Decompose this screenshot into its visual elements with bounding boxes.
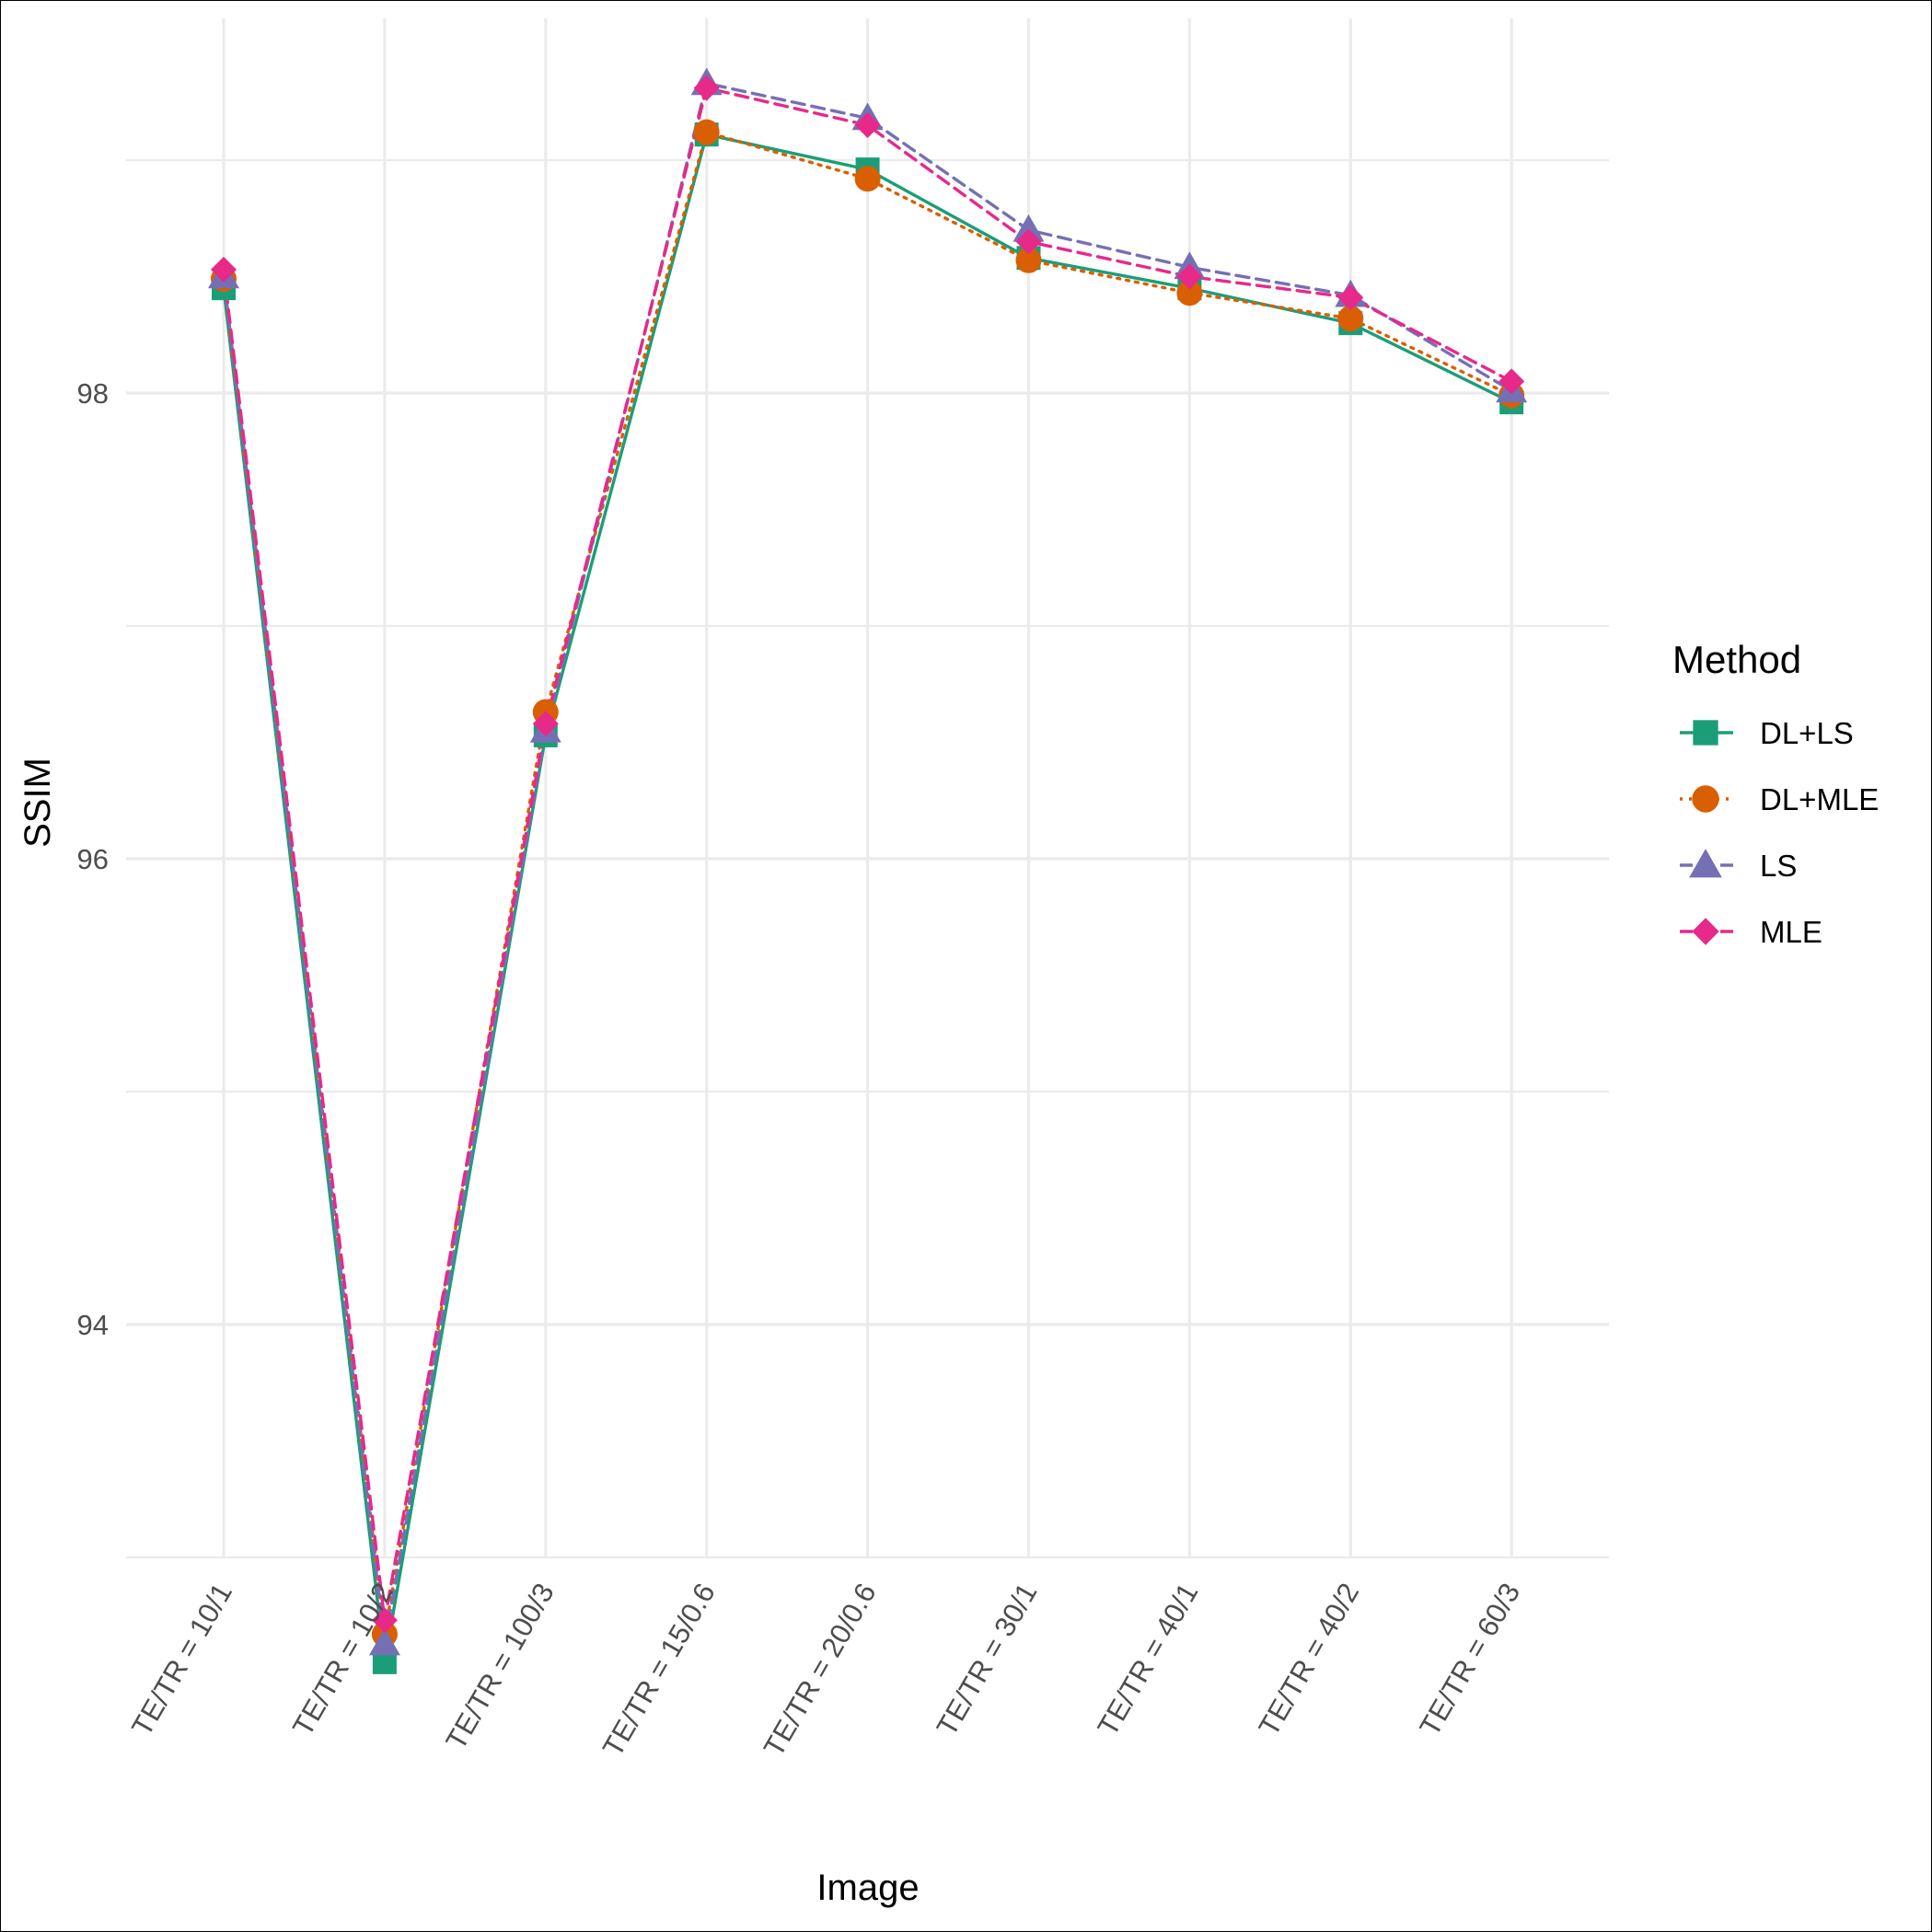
legend-label: DL+MLE — [1760, 782, 1879, 816]
y-tick-label: 96 — [77, 843, 109, 875]
data-point-dl-mle — [693, 119, 720, 145]
data-point-ls — [1012, 214, 1045, 242]
x-tick-label: TE/TR = 20/0.6 — [758, 1578, 883, 1762]
y-axis-title: SSIM — [17, 758, 58, 848]
y-tick-labels: 94 96 98 — [77, 377, 109, 1341]
x-axis-title: Image — [816, 1868, 919, 1908]
legend-label: LS — [1760, 849, 1797, 883]
data-point-mle — [371, 1607, 398, 1634]
legend-item-dl-ls: DL+LS — [1680, 716, 1854, 750]
series-points — [208, 67, 1528, 1674]
data-point-dl-mle — [1015, 247, 1042, 273]
x-tick-label: TE/TR = 40/1 — [1092, 1578, 1205, 1741]
data-point-mle — [854, 112, 881, 139]
x-tick-labels: TE/TR = 10/1 TE/TR = 10/2 TE/TR = 100/3 TE/… — [125, 1578, 1526, 1762]
x-tick-label: TE/TR = 60/3 — [1413, 1578, 1526, 1741]
data-point-dl-mle — [854, 166, 881, 192]
data-point-mle — [532, 711, 559, 737]
x-tick-label: TE/TR = 100/3 — [439, 1578, 561, 1755]
legend-key-marker — [1693, 720, 1718, 746]
data-point-mle — [1337, 284, 1364, 311]
legend-item-ls: LS — [1680, 849, 1797, 883]
data-point-dl-mle — [1337, 306, 1364, 332]
x-tick-label: TE/TR = 30/1 — [931, 1578, 1044, 1741]
legend-title: Method — [1672, 638, 1801, 681]
data-point-mle — [1176, 263, 1203, 290]
legend-item-mle: MLE — [1680, 915, 1822, 949]
legend-label: MLE — [1760, 915, 1822, 949]
data-point-mle — [1015, 228, 1042, 255]
y-tick-label: 98 — [77, 377, 109, 410]
y-tick-label: 94 — [77, 1309, 109, 1341]
x-tick-label: TE/TR = 10/1 — [125, 1578, 238, 1741]
x-tick-label: TE/TR = 40/2 — [1252, 1578, 1365, 1741]
legend-key-marker — [1692, 918, 1719, 945]
series-line-ls — [222, 81, 1513, 1646]
data-point-mle — [693, 75, 720, 101]
data-point-mle — [1498, 368, 1525, 395]
legend-label: DL+LS — [1760, 716, 1854, 750]
x-tick-label: TE/TR = 15/0.6 — [596, 1578, 722, 1762]
legend: Method DL+LS DL+MLE LS MLE — [1672, 638, 1879, 949]
data-point-dl-mle — [1176, 280, 1203, 307]
data-point-ls — [368, 1627, 400, 1656]
legend-key-marker — [1689, 849, 1722, 878]
data-point-mle — [211, 256, 237, 283]
legend-key-marker — [1692, 785, 1719, 813]
legend-item-dl-mle: DL+MLE — [1680, 782, 1879, 816]
series-line-dl-mle — [222, 130, 1513, 1637]
